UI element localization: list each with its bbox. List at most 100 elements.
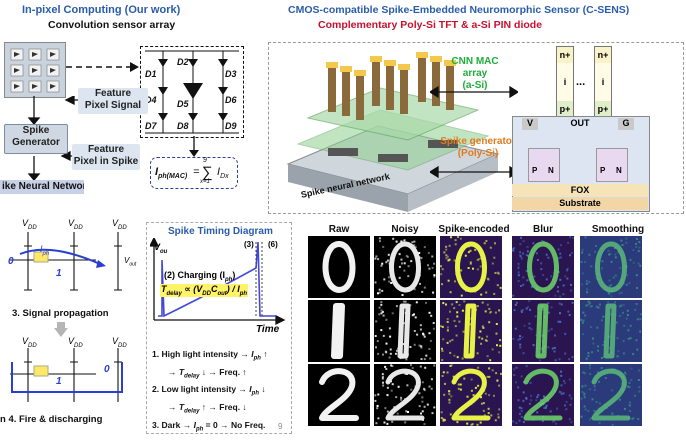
digit-glyph-icon <box>322 241 356 293</box>
terminal-out: OUT <box>570 118 590 128</box>
digit-image-2 <box>580 364 642 426</box>
terminal-g: G <box>618 118 634 130</box>
digit-glyph-icon <box>440 236 502 297</box>
page-number: 9 <box>278 422 283 431</box>
spike-generator-text: Spike generator <box>440 136 516 147</box>
pixel-in-spike-label: Pixel in Spike <box>73 156 139 167</box>
fox-layer: FOX <box>512 184 648 196</box>
timing-list: 1. High light intensity → Iph ↑ → Tdelay… <box>152 348 288 436</box>
digit-image-1 <box>308 300 370 362</box>
p-layer-label: p+ <box>595 101 611 117</box>
sum-icon: ∑ <box>202 164 213 181</box>
vdd-label: VDD <box>68 218 83 231</box>
digit-glyph-icon <box>374 237 436 296</box>
i-layer-label: i <box>595 63 611 101</box>
diode-wires-icon <box>145 50 239 134</box>
mac-formula-box: Iph(MAC) = 9 ∑ x=1 IDx <box>150 157 238 189</box>
time-axis-label: Time <box>256 324 280 335</box>
diode-label: D5 <box>177 99 189 109</box>
v-axis-label: Vou <box>154 242 168 255</box>
digit-image-0 <box>512 236 574 298</box>
transistor-left <box>528 148 560 182</box>
generator-label: Generator <box>12 137 60 148</box>
digit-image-2 <box>308 364 370 426</box>
n-layer-label: n+ <box>559 50 571 60</box>
digit-image-0 <box>580 236 642 298</box>
formula-rhs: IDx <box>217 166 229 181</box>
vdd-label: VDD <box>22 336 37 349</box>
digit-glyph-icon <box>440 364 502 426</box>
digit-glyph-icon <box>319 368 359 421</box>
pin-stack-right: n+ i p+ <box>594 46 612 118</box>
vdd-label: VDD <box>112 336 127 349</box>
column-header-noisy: Noisy <box>391 224 419 235</box>
digit-image-1 <box>512 300 574 362</box>
signal-propagation-circuit <box>10 232 122 291</box>
csens-title: CMOS-compatible Spike-Embedded Neuromorp… <box>288 4 630 16</box>
spike-material-text: (Poly-Si) <box>457 148 499 159</box>
pn-label: P <box>532 166 538 175</box>
digit-glyph-icon <box>512 365 573 425</box>
charging-label: (2) Charging (Iph) <box>164 270 236 283</box>
node-value: 0 <box>8 256 14 267</box>
vdd-label: VDD <box>112 218 127 231</box>
spike-label: Spike <box>22 125 50 136</box>
digit-glyph-icon <box>440 300 502 362</box>
column-header-raw: Raw <box>328 224 350 235</box>
pn-label: N <box>616 166 622 175</box>
feature-pixel-in-spike-box: Feature Pixel in Spike <box>72 144 140 170</box>
transistor-right <box>596 148 628 182</box>
digit-glyph-icon <box>580 364 641 426</box>
diode-label: D6 <box>225 95 237 105</box>
digit-glyph-icon <box>512 236 574 298</box>
digit-image-1 <box>440 300 502 362</box>
vdd-label: VDD <box>68 336 83 349</box>
timing-title: Spike Timing Diagram <box>168 226 273 237</box>
cnn-mac-label: CNN MAC array (a-Si) <box>440 56 510 92</box>
marker-6: (6) <box>268 240 278 249</box>
diode-array-schematic: D1 D2 D3 D4 D5 D6 D7 D8 D9 <box>140 46 244 138</box>
diode-label: D7 <box>145 121 157 131</box>
diode-label: D3 <box>225 69 237 79</box>
formula-sum-bottom: x=1 <box>200 179 210 185</box>
digit-glyph-icon <box>374 364 436 426</box>
step4-label: n 4. Fire & discharging <box>0 414 103 425</box>
timing-panel <box>146 222 292 434</box>
digit-image-1 <box>374 300 436 362</box>
diode-label: D1 <box>145 69 157 79</box>
sensor-array-thumbnail <box>4 42 66 98</box>
diode-label: D9 <box>225 121 237 131</box>
i-layer-label: i <box>557 63 573 101</box>
formula-lhs: Iph(MAC) <box>155 166 188 181</box>
cnn-material-text: (a-Si) <box>462 80 488 91</box>
device-panel <box>268 42 684 214</box>
ellipsis-text: ... <box>576 76 586 88</box>
csens-subtitle: Complementary Poly-Si TFT & a-Si PIN dio… <box>318 19 543 31</box>
timing-item: → Tdelay ↓ → Freq. ↑ <box>168 366 247 380</box>
spike-generator-box: Spike Generator <box>4 124 68 154</box>
diode-label: D8 <box>177 121 189 131</box>
feature-label: Feature <box>94 88 132 99</box>
n-layer-label: n+ <box>597 50 609 60</box>
digit-image-2 <box>440 364 502 426</box>
step3-label: 3. Signal propagation <box>12 308 109 319</box>
timing-item: 2. Low light intensity → Iph ↓ <box>152 384 266 398</box>
feature-label: Feature <box>87 144 125 155</box>
timing-item: 3. Dark → Iph = 0 → No Freq. <box>152 419 266 433</box>
spike-neural-network-box: ike Neural Network <box>0 180 84 194</box>
digit-image-0 <box>440 236 502 298</box>
node-value: 0 <box>104 364 110 375</box>
column-header-spike-encoded: Spike-encoded <box>438 224 510 235</box>
vout-label: Vout <box>124 256 137 268</box>
formula-eq: = <box>193 166 200 178</box>
pin-stack-left: n+ i p+ <box>556 46 574 118</box>
timing-waveform <box>150 238 286 326</box>
digit-glyph-icon <box>512 300 574 362</box>
vdd-label: VDD <box>22 218 37 231</box>
column-header-blur: Blur <box>533 224 553 235</box>
tdelay-equation: Tdelay ∝ (VDDCout) / Iph <box>160 284 249 297</box>
cnn-mac-text: CNN MAC array <box>451 56 499 79</box>
substrate-layer: Substrate <box>512 197 648 210</box>
fire-discharge-circuit <box>10 348 123 402</box>
digit-glyph-icon <box>580 236 642 298</box>
